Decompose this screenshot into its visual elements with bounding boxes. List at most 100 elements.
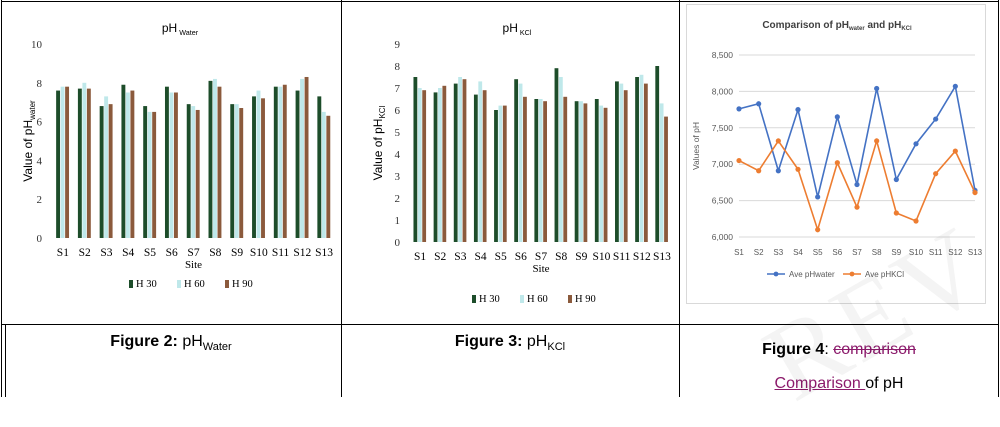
caption-figure-2-label: Figure 2: bbox=[110, 333, 178, 350]
x-tick-label: S13 bbox=[968, 248, 983, 257]
point-S5-AvepHwater bbox=[815, 194, 821, 200]
caption-figure-4-deleted-text: comparison bbox=[833, 341, 916, 358]
bar-S8-H90 bbox=[563, 96, 568, 242]
y-tick-label: 8 bbox=[395, 61, 401, 73]
y-tick-label: 8,500 bbox=[712, 50, 734, 60]
series-line-AvepHwater bbox=[738, 84, 976, 198]
chart-panel-ph-kcl: pH KCl 0 1 2 3 4 5 6 7 8 9 Value of pHKCl S1 S2 S3 S4 S5… bbox=[342, 2, 678, 322]
caption-figure-3-sub: KCl bbox=[547, 341, 566, 354]
bar-S9-H60 bbox=[579, 101, 583, 242]
bar-S3-H30 bbox=[453, 83, 458, 242]
bar-S11-H30 bbox=[273, 86, 278, 239]
point-S5-AvepHKCl bbox=[815, 227, 821, 233]
bar-S4-H60 bbox=[478, 81, 483, 243]
point-S8-AvepHwater bbox=[874, 85, 880, 92]
y-tick-label: 7 bbox=[395, 83, 401, 95]
bar-S13-H90 bbox=[664, 116, 668, 242]
bar-S8-H90 bbox=[217, 86, 222, 239]
bar-S9-H30 bbox=[574, 101, 579, 242]
x-tick-label: S1 bbox=[57, 247, 69, 259]
point-S2-AvepHKCl bbox=[756, 168, 762, 174]
bar-S5-H30 bbox=[143, 106, 148, 238]
x-tick-label: S3 bbox=[454, 251, 466, 263]
table-border-col2 bbox=[679, 0, 680, 397]
legend-swatch-H60 bbox=[177, 280, 181, 288]
y-tick-label: 6,500 bbox=[712, 196, 734, 206]
x-tick-label: S10 bbox=[593, 251, 611, 263]
bar-S1-H90 bbox=[422, 90, 427, 242]
legend-label-H30: H 30 bbox=[479, 294, 500, 305]
x-tick-label: S11 bbox=[272, 247, 290, 259]
bar-S2-H30 bbox=[77, 88, 82, 239]
bar-S10-H90 bbox=[261, 98, 265, 238]
x-tick-label: S2 bbox=[79, 247, 91, 259]
bar-S4-H30 bbox=[121, 84, 126, 239]
legend-label-H90: H 90 bbox=[232, 279, 253, 290]
bar-S6-H30 bbox=[164, 86, 169, 239]
bar-S10-H30 bbox=[594, 99, 599, 242]
bar-S13-H30 bbox=[317, 96, 322, 238]
chart-title: Comparison of pHwater and pHKCl bbox=[762, 20, 912, 32]
chart-panel-ph-water: pH Water 0 2 4 6 8 10 Value of pHwater S1 S2 S3 S4 S… bbox=[2, 2, 340, 322]
x-tick-label: S4 bbox=[793, 248, 803, 257]
legend-label-AvepHwater: Ave pHwater bbox=[789, 270, 835, 279]
bar-S7-H90 bbox=[195, 109, 200, 239]
caption-figure-4-inserted-text: Comparison bbox=[774, 375, 866, 392]
bar-S12-H60 bbox=[300, 78, 304, 238]
legend-label-AvepHKCl: Ave pHKCl bbox=[865, 270, 904, 279]
chart-panel-comparison: Comparison of pHwater and pHKCl 6,000 6,50… bbox=[686, 4, 986, 304]
point-S1-AvepHwater bbox=[736, 106, 742, 112]
x-tick-label: S5 bbox=[813, 248, 823, 257]
bar-S1-H60 bbox=[417, 88, 422, 242]
x-tick-label: S8 bbox=[872, 248, 882, 257]
x-tick-label: S8 bbox=[555, 251, 567, 263]
legend-swatch-H30 bbox=[472, 295, 476, 303]
bar-S10-H60 bbox=[599, 105, 604, 242]
x-tick-label: S12 bbox=[948, 248, 963, 257]
table-border-left-inner bbox=[5, 324, 6, 397]
point-S7-AvepHKCl bbox=[854, 204, 860, 210]
x-tick-label: S12 bbox=[293, 247, 311, 259]
caption-figure-4-colon: : bbox=[824, 341, 834, 358]
y-tick-label: 7,500 bbox=[712, 123, 734, 133]
y-tick-label: 4 bbox=[37, 155, 43, 167]
bar-S1-H60 bbox=[60, 86, 65, 239]
bar-S11-H30 bbox=[615, 81, 619, 243]
x-tick-label: S7 bbox=[852, 248, 862, 257]
x-tick-label: S2 bbox=[754, 248, 764, 257]
bar-S2-H60 bbox=[82, 82, 87, 238]
bar-S8-H60 bbox=[213, 78, 217, 238]
bar-S6-H90 bbox=[173, 92, 178, 238]
table-border-right bbox=[998, 0, 999, 397]
bar-S6-H30 bbox=[514, 79, 519, 242]
x-tick-label: S13 bbox=[653, 251, 671, 263]
bar-S13-H90 bbox=[326, 115, 331, 238]
bar-S13-H60 bbox=[321, 111, 326, 238]
point-S9-AvepHKCl bbox=[893, 210, 899, 216]
bar-S13-H60 bbox=[659, 103, 664, 243]
x-tick-label: S6 bbox=[166, 247, 178, 259]
point-S4-AvepHKCl bbox=[795, 166, 801, 172]
legend-swatch-H90 bbox=[568, 295, 572, 303]
legend-swatch-H90 bbox=[225, 280, 229, 288]
bar-S4-H90 bbox=[130, 90, 135, 238]
x-tick-label: S7 bbox=[535, 251, 547, 263]
point-S11-AvepHwater bbox=[933, 116, 939, 122]
bar-S5-H90 bbox=[502, 105, 507, 242]
y-tick-label: 3 bbox=[395, 171, 401, 183]
bar-S11-H60 bbox=[278, 86, 283, 239]
point-S13-AvepHKCl bbox=[972, 189, 978, 196]
caption-figure-4-rest: of pH bbox=[865, 375, 904, 392]
bar-S7-H60 bbox=[538, 99, 543, 242]
bar-S8-H60 bbox=[558, 77, 563, 242]
bar-S7-H90 bbox=[543, 101, 547, 242]
legend-swatch-H60 bbox=[520, 295, 524, 303]
x-tick-label: S4 bbox=[474, 251, 486, 263]
y-tick-label: 2 bbox=[37, 194, 43, 206]
bar-S6-H60 bbox=[518, 83, 523, 242]
legend-label-H90: H 90 bbox=[575, 294, 596, 305]
bar-S2-H90 bbox=[86, 88, 91, 239]
caption-figure-3-text: pH bbox=[526, 333, 548, 350]
bar-S3-H60 bbox=[104, 96, 109, 238]
legend-marker-AvepHKCl bbox=[849, 271, 855, 277]
